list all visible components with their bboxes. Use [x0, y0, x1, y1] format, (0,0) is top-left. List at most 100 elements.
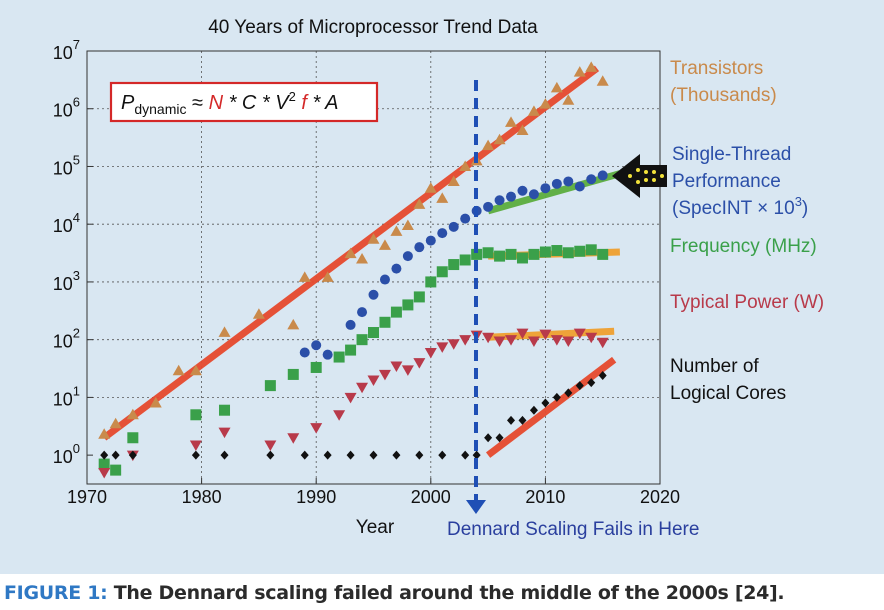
series-0-point [459, 160, 472, 171]
series-3-point [573, 328, 586, 340]
series-3-point [401, 365, 414, 376]
series-1-point [517, 185, 528, 196]
series-3-point [493, 336, 506, 347]
series-1-point [322, 349, 333, 360]
series-3-point [436, 342, 449, 353]
series-4-point [529, 405, 538, 415]
formula-n: N [209, 92, 224, 114]
series-0-point [516, 124, 529, 135]
series-1-point [391, 263, 402, 274]
series-4-point [266, 450, 275, 460]
series-4-point [220, 450, 229, 460]
series-2-point [345, 344, 357, 356]
series-4-point [598, 370, 607, 380]
series-3-point [596, 337, 609, 349]
series-0-point [287, 318, 300, 330]
series-1-point [460, 213, 471, 224]
series-4-point [484, 433, 493, 443]
series-4-point [472, 450, 481, 460]
series-1-point [551, 178, 562, 189]
series-2-point [448, 259, 460, 271]
series-2-point [127, 432, 139, 444]
series-0-point [189, 364, 202, 376]
series-1-point [414, 242, 425, 253]
series-3-point [516, 328, 529, 340]
series-1-point [368, 289, 379, 300]
series-2-point [98, 458, 110, 470]
series-0-point [550, 81, 563, 93]
x-tick-label: 2000 [411, 487, 451, 507]
series-4-point [300, 450, 309, 460]
series-4-point [369, 450, 378, 460]
series-2-point [219, 404, 231, 416]
series-1-point [299, 347, 310, 358]
formula-sq: 2 [289, 89, 296, 104]
y-tick-base: 10 [53, 158, 73, 178]
y-tick-exp: 2 [73, 326, 80, 341]
series-0-point [585, 61, 598, 72]
series-2-point [110, 464, 122, 476]
series-label-text: Number of [670, 356, 759, 377]
series-0-point [298, 271, 311, 282]
series-3-point [447, 339, 460, 350]
series-1-label: Single-Thread [672, 144, 791, 165]
series-0-point [401, 219, 414, 230]
series-4-point [587, 378, 596, 388]
figure-caption: FIGURE 1: The Dennard scaling failed aro… [4, 578, 785, 608]
series-0-point [126, 408, 139, 420]
series-4-point [438, 450, 447, 460]
series-4-point [100, 450, 109, 460]
series-3-point [505, 335, 518, 346]
formula-s1: * C * V [223, 92, 290, 114]
series-4-point [564, 388, 573, 398]
formula-sub: dynamic [134, 101, 186, 117]
chart-svg: 40 Years of Microprocessor Trend Data 10… [53, 17, 824, 540]
series-2-point [402, 299, 414, 311]
series-label-text: Single-Thread [672, 144, 791, 165]
formula-box: Pdynamic ≈ N * C * V2 f * A [109, 81, 379, 123]
series-3-point [367, 375, 380, 387]
grid-lines [87, 51, 660, 484]
series-3-point [390, 361, 403, 372]
x-tick-label: 2010 [525, 487, 565, 507]
series-3-point [562, 336, 575, 347]
series-3-point [378, 369, 391, 381]
y-tick-label: 107 [53, 37, 80, 63]
y-tick-label: 100 [53, 441, 80, 467]
series-3-point [218, 427, 231, 439]
series-2-point [494, 250, 506, 262]
series-2-point [287, 368, 299, 380]
series-4-point [461, 450, 470, 460]
series-3-point [98, 468, 111, 479]
series-0-point [344, 247, 357, 259]
series-0-label: (Thousands) [670, 85, 777, 106]
series-1-point [574, 181, 585, 192]
y-tick-exp: 6 [73, 95, 80, 110]
series-2-point [597, 248, 609, 260]
series-0-point [378, 239, 391, 250]
series-0-point [390, 225, 403, 236]
series-0-point [436, 192, 449, 203]
series-label-text: Typical Power (W) [670, 292, 824, 313]
series-4-point [552, 392, 561, 402]
series-3-point [287, 433, 300, 444]
series-2-point [505, 248, 517, 260]
series-3-point [585, 332, 598, 344]
series-2-point [356, 334, 368, 346]
series-0-point [356, 252, 369, 264]
y-tick-exp: 1 [73, 383, 80, 398]
series-3-point [539, 329, 552, 341]
series-0-point [573, 66, 586, 77]
series-0-point [252, 308, 265, 319]
series-0-point [109, 417, 122, 429]
series-0-point [149, 396, 162, 408]
caption-label: FIGURE 1: [4, 582, 108, 604]
series-4-label: Logical Cores [670, 383, 786, 404]
y-tick-label: 102 [53, 326, 80, 352]
x-tick-label: 1990 [296, 487, 336, 507]
series-3-point [413, 358, 426, 369]
series-1-point [506, 191, 517, 202]
series-1-point [483, 201, 494, 212]
series-2-point [368, 327, 379, 339]
